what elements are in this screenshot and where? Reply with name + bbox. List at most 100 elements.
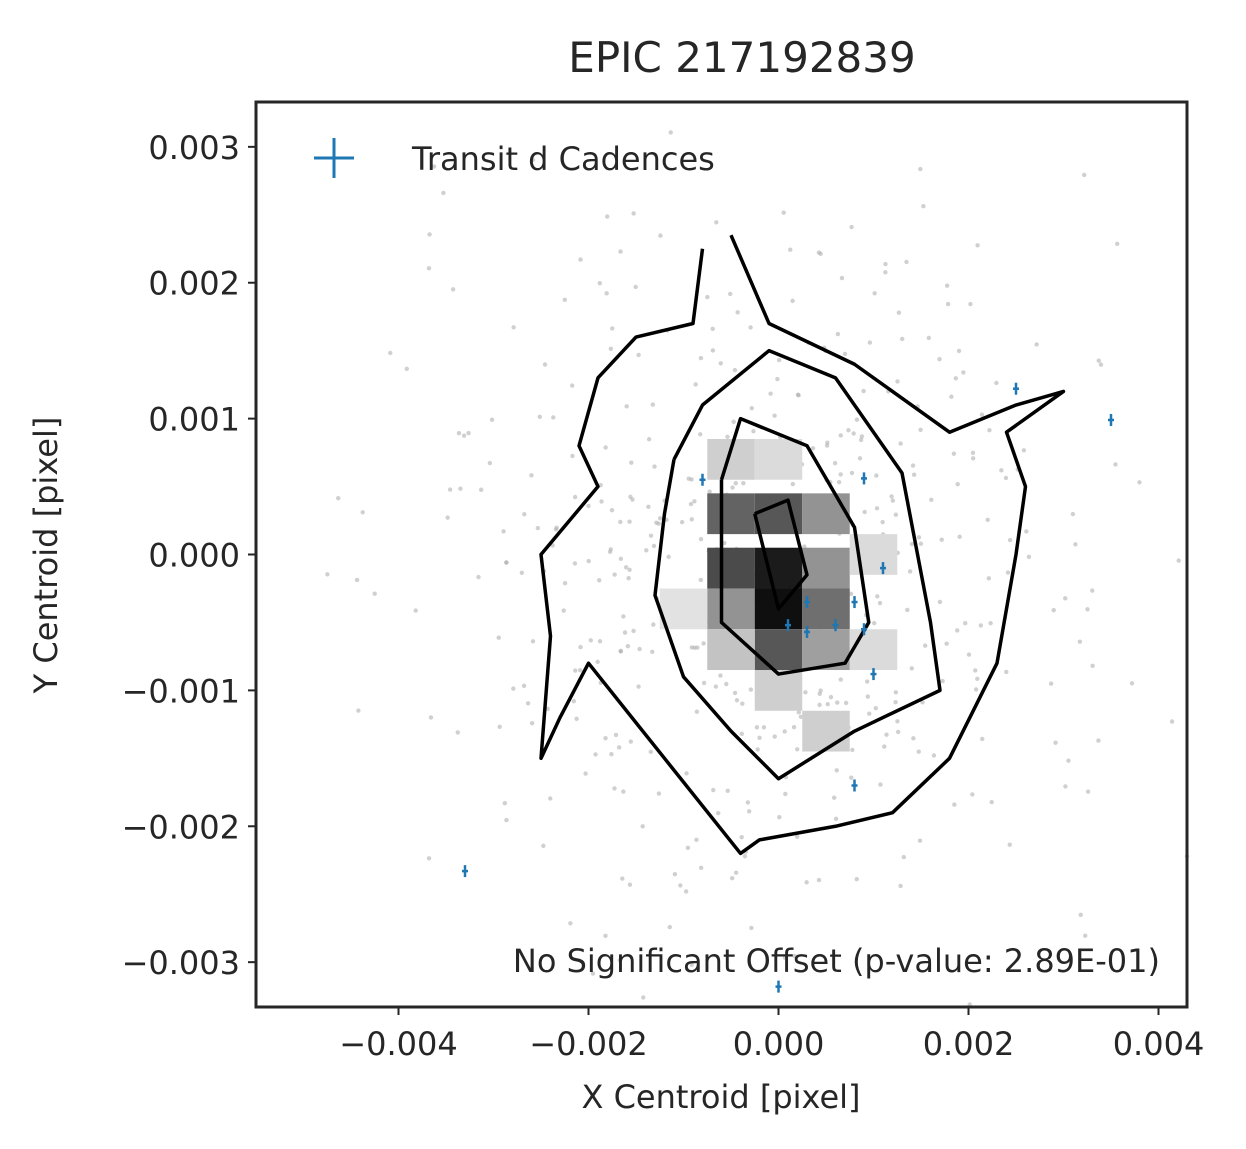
background-point	[630, 497, 635, 502]
background-point	[893, 690, 899, 695]
background-point	[978, 623, 983, 628]
background-point	[921, 203, 926, 209]
background-point	[796, 393, 801, 398]
background-point	[732, 367, 738, 373]
background-point	[628, 739, 634, 744]
background-point	[874, 506, 880, 511]
density-cell	[754, 438, 803, 480]
background-point	[501, 529, 506, 534]
background-point	[1051, 607, 1056, 613]
background-point	[926, 335, 932, 341]
background-point	[1096, 358, 1101, 363]
background-point	[910, 463, 916, 468]
background-point	[525, 701, 531, 706]
background-point	[1083, 933, 1088, 938]
background-point	[1005, 570, 1011, 575]
background-point	[775, 376, 780, 382]
background-point	[597, 281, 603, 286]
background-point	[511, 325, 516, 330]
background-point	[718, 673, 723, 678]
background-point	[1082, 172, 1087, 178]
background-point	[776, 357, 782, 363]
contour-line	[719, 416, 871, 676]
background-point	[542, 362, 548, 367]
background-point	[882, 744, 887, 749]
background-point	[571, 698, 576, 704]
background-point	[1129, 681, 1135, 686]
background-point	[684, 771, 689, 776]
background-point	[782, 729, 787, 734]
background-point	[1063, 784, 1068, 789]
background-point	[1066, 758, 1071, 763]
background-point	[843, 700, 849, 706]
background-point	[890, 498, 896, 503]
background-point	[739, 835, 744, 840]
background-point	[617, 958, 622, 963]
x-axis-label: X Centroid [pixel]	[581, 1078, 860, 1116]
contour-line	[539, 234, 1066, 856]
background-point	[857, 456, 863, 461]
background-point	[749, 925, 754, 931]
background-point	[931, 753, 937, 758]
background-point	[999, 468, 1004, 473]
background-point	[718, 361, 723, 366]
y-tick-label: 0.003	[148, 129, 240, 167]
background-point	[951, 451, 957, 456]
background-point	[613, 732, 619, 738]
density-cells	[659, 438, 898, 752]
background-point	[1048, 681, 1054, 686]
background-point	[790, 481, 796, 487]
background-point	[1063, 596, 1068, 601]
y-axis-ticks: 0.003 0.002 0.001 0.000 −0.001 −0.002 −0.003	[122, 129, 256, 982]
background-point	[877, 600, 883, 606]
contour-line	[753, 498, 809, 611]
background-point	[792, 953, 797, 959]
background-point	[833, 816, 839, 822]
background-point	[878, 782, 883, 787]
background-point	[994, 380, 999, 386]
background-point	[911, 472, 917, 477]
background-point	[562, 580, 568, 586]
background-point	[694, 837, 699, 843]
background-point	[1098, 362, 1104, 367]
x-tick-label: −0.004	[339, 1025, 457, 1063]
background-point	[698, 432, 703, 437]
background-point	[746, 809, 752, 814]
background-point	[1070, 511, 1076, 517]
transit-point	[851, 779, 858, 792]
background-point	[1034, 342, 1039, 347]
background-point	[631, 628, 636, 634]
transit-point	[851, 596, 858, 609]
background-point	[641, 995, 646, 1000]
background-point	[678, 883, 683, 888]
background-point	[356, 708, 361, 713]
legend-marker	[314, 138, 354, 178]
background-point	[476, 574, 481, 580]
y-axis-label: Y Centroid [pixel]	[27, 417, 65, 695]
background-point	[850, 747, 855, 753]
background-point	[426, 856, 432, 861]
background-point	[586, 558, 591, 564]
background-point	[609, 752, 614, 757]
background-point	[1053, 740, 1058, 745]
background-point	[987, 428, 992, 433]
background-point	[944, 283, 950, 288]
background-point	[834, 768, 839, 773]
background-point	[849, 224, 854, 230]
background-point	[618, 649, 624, 654]
background-point	[686, 476, 691, 481]
y-tick-label: −0.001	[122, 672, 240, 710]
background-point	[745, 800, 751, 805]
transit-point	[785, 619, 791, 632]
background-point	[883, 270, 888, 275]
background-point	[522, 512, 527, 517]
legend-label: Transit d Cadences	[411, 140, 715, 178]
background-point	[742, 854, 748, 859]
background-point	[640, 824, 645, 829]
background-point	[535, 525, 541, 531]
background-point	[426, 266, 432, 271]
background-point	[961, 370, 966, 375]
background-point	[541, 843, 546, 849]
density-cell	[707, 493, 755, 535]
background-point	[489, 417, 495, 422]
